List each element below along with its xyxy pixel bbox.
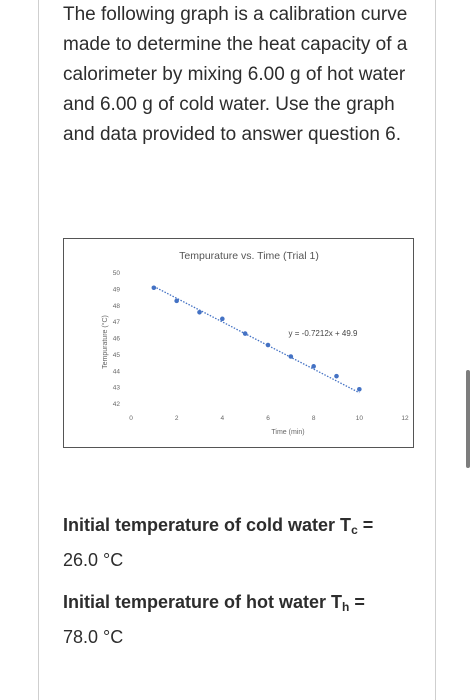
trendline-equation: y = -0.7212x + 49.9 — [289, 329, 358, 338]
y-tick-label: 48 — [113, 303, 121, 310]
x-tick-label: 2 — [175, 415, 179, 422]
y-tick-label: 42 — [113, 401, 121, 408]
y-tick-label: 43 — [113, 385, 121, 392]
x-axis-title: Time (min) — [271, 429, 304, 436]
hot-water-temperature: Initial temperature of hot water Th = 78… — [63, 587, 431, 652]
data-point — [288, 354, 294, 359]
x-tick-label: 12 — [401, 415, 409, 422]
y-tick-label: 44 — [113, 368, 121, 375]
question-text: The following graph is a calibration cur… — [63, 4, 408, 145]
data-point — [357, 386, 362, 392]
data-point — [242, 331, 248, 336]
data-point — [311, 364, 316, 369]
y-tick-label: 45 — [113, 352, 121, 359]
data-points — [151, 285, 362, 392]
content-panel: The following graph is a calibration cur… — [38, 0, 436, 700]
cold-water-label: Initial temperature of cold water Tc = — [63, 515, 374, 537]
data-point — [197, 310, 202, 315]
x-tick-label: 8 — [312, 415, 316, 422]
x-tick-label: 6 — [266, 415, 270, 422]
cold-water-temperature: Initial temperature of cold water Tc = 2… — [63, 510, 431, 575]
hot-water-label: Initial temperature of hot water Th = — [63, 592, 365, 614]
chart-title: Tempurature vs. Time (Trial 1) — [179, 250, 319, 262]
scrollbar-thumb[interactable] — [466, 370, 470, 468]
y-axis-title: Tempurature (°C) — [101, 315, 109, 369]
x-tick-label: 10 — [356, 415, 364, 422]
x-tick-label: 0 — [129, 415, 133, 422]
cold-water-value: 26.0 °C — [63, 550, 124, 570]
x-tick-label: 4 — [221, 415, 225, 422]
y-tick-labels: 42 43 44 45 46 47 48 49 50 — [113, 270, 121, 408]
calibration-chart: Tempurature vs. Time (Trial 1) 42 43 44 45 4… — [63, 238, 414, 448]
data-point — [220, 316, 225, 322]
data-point — [265, 342, 271, 348]
data-point — [334, 373, 339, 379]
data-point — [174, 298, 179, 304]
data-point — [151, 285, 157, 291]
hot-water-value: 78.0 °C — [63, 627, 124, 647]
y-tick-label: 49 — [113, 286, 121, 293]
y-tick-label: 50 — [113, 270, 121, 277]
chart-svg: Tempurature vs. Time (Trial 1) 424344454… — [101, 250, 409, 436]
x-tick-labels: 0 2 4 6 8 10 12 — [129, 415, 409, 422]
trendline — [153, 285, 360, 394]
y-tick-label: 47 — [113, 319, 121, 326]
y-tick-label: 46 — [113, 336, 121, 343]
